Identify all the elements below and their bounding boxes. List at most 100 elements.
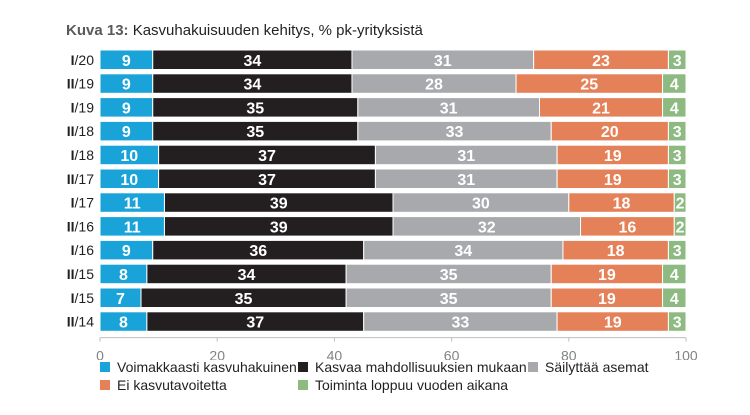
x-tick-label: 60: [444, 348, 460, 360]
bar-value-label: 37: [246, 315, 264, 332]
bar-value-label: 7: [116, 291, 125, 308]
bar-value-label: 37: [258, 172, 276, 189]
bar-value-label: 30: [472, 196, 490, 213]
bar-value-label: 3: [673, 124, 682, 141]
bar-value-label: 3: [673, 315, 682, 332]
bar-value-label: 39: [270, 219, 288, 236]
bar-value-label: 10: [120, 148, 138, 165]
bar-value-label: 18: [613, 196, 631, 213]
bar-value-label: 34: [454, 243, 472, 260]
category-label: II/15: [67, 266, 94, 282]
bar-value-label: 25: [580, 77, 598, 94]
chart-legend: Voimakkaasti kasvuhakuinen Kasvaa mahdol…: [100, 357, 700, 407]
category-label: I/18: [71, 147, 95, 163]
legend-swatch-gray: [528, 362, 538, 372]
bar-value-label: 2: [676, 196, 685, 213]
bar-segment: [673, 216, 687, 237]
bar-segment: [662, 97, 687, 118]
legend-item-ei-kasvu: Ei kasvutavoitetta: [100, 377, 227, 393]
bar-value-label: 37: [258, 148, 276, 165]
bar-value-label: 31: [440, 100, 458, 117]
bar-value-label: 20: [601, 124, 619, 141]
bar-value-label: 16: [619, 219, 637, 236]
legend-item-voimakkaasti: Voimakkaasti kasvuhakuinen: [100, 359, 297, 375]
bar-value-label: 19: [598, 291, 616, 308]
bar-value-label: 35: [246, 100, 264, 117]
legend-item-sailyttaa: Säilyttää asemat: [528, 359, 649, 375]
bar-value-label: 9: [122, 53, 131, 70]
legend-item-toiminta: Toiminta loppuu vuoden aikana: [298, 377, 508, 393]
bar-value-label: 33: [451, 315, 469, 332]
stacked-bar-chart: I/20 9 34 31 23 3II/19 9 34 28 25 4I/19 9 35 31 21 4II/…: [67, 49, 698, 360]
bar-value-label: 3: [673, 53, 682, 70]
legend-item-kasvaa: Kasvaa mahdollisuuksien mukaan: [298, 359, 527, 375]
category-label: II/17: [67, 171, 94, 187]
x-tick-label: 100: [674, 348, 698, 360]
x-tick-label: 20: [209, 348, 225, 360]
legend-label-ei-kasvu: Ei kasvutavoitetta: [117, 377, 227, 393]
bar-value-label: 8: [119, 267, 128, 284]
chart-title-text: Kasvuhakuisuuden kehitys, % pk-yrityksis…: [132, 22, 423, 39]
category-label: I/17: [71, 195, 95, 211]
bar-value-label: 34: [243, 77, 261, 94]
bar-value-label: 31: [457, 148, 475, 165]
bar-value-label: 31: [434, 53, 452, 70]
category-label: II/16: [67, 218, 94, 234]
x-tick-label: 0: [96, 348, 104, 360]
x-tick-label: 40: [327, 348, 343, 360]
bar-value-label: 18: [607, 243, 625, 260]
bar-value-label: 34: [243, 53, 261, 70]
legend-label-sailyttaa: Säilyttää asemat: [545, 359, 649, 375]
bar-value-label: 9: [122, 124, 131, 141]
bar-value-label: 4: [670, 100, 679, 117]
bar-value-label: 4: [670, 77, 679, 94]
bar-value-label: 2: [676, 219, 685, 236]
bar-segment: [662, 73, 687, 94]
bar-value-label: 35: [235, 291, 253, 308]
bar-value-label: 9: [122, 100, 131, 117]
bar-value-label: 3: [673, 148, 682, 165]
bar-value-label: 23: [592, 53, 610, 70]
x-tick-label: 80: [561, 348, 577, 360]
bar-value-label: 35: [440, 291, 458, 308]
category-label: II/19: [67, 76, 94, 92]
bar-value-label: 4: [670, 291, 679, 308]
bar-value-label: 33: [446, 124, 464, 141]
legend-label-kasvaa: Kasvaa mahdollisuuksien mukaan: [315, 359, 527, 375]
bar-segment: [667, 239, 687, 261]
bar-value-label: 34: [238, 267, 256, 284]
bar-value-label: 3: [673, 243, 682, 260]
category-label: I/19: [71, 99, 95, 115]
category-label: II/14: [67, 314, 94, 330]
bar-segment: [662, 287, 687, 308]
legend-label-voimakkaasti: Voimakkaasti kasvuhakuinen: [117, 359, 297, 375]
bar-segment: [667, 311, 687, 332]
bar-value-label: 35: [440, 267, 458, 284]
chart-title-prefix: Kuva 13:: [66, 22, 129, 39]
category-label: I/15: [71, 290, 95, 306]
legend-label-toiminta: Toiminta loppuu vuoden aikana: [315, 377, 509, 393]
bar-value-label: 9: [122, 243, 131, 260]
bar-value-label: 21: [592, 100, 610, 117]
category-label: I/16: [71, 242, 95, 258]
bar-value-label: 19: [604, 172, 622, 189]
bar-value-label: 8: [119, 315, 128, 332]
bar-value-label: 19: [598, 267, 616, 284]
category-label: II/18: [67, 123, 94, 139]
bar-segment: [667, 144, 687, 166]
bar-value-label: 4: [670, 267, 679, 284]
legend-swatch-blue: [100, 362, 110, 372]
bar-value-label: 9: [122, 77, 131, 94]
bar-value-label: 11: [124, 196, 141, 213]
bar-value-label: 35: [246, 124, 264, 141]
bar-value-label: 39: [270, 196, 288, 213]
legend-swatch-green: [298, 380, 308, 390]
category-label: I/20: [71, 52, 95, 68]
bar-value-label: 31: [457, 172, 475, 189]
bar-segment: [667, 168, 687, 189]
bar-value-label: 10: [120, 172, 138, 189]
legend-swatch-orange: [100, 380, 110, 390]
bar-value-label: 36: [249, 243, 267, 260]
bar-value-label: 19: [604, 315, 622, 332]
bar-segment: [673, 192, 687, 213]
